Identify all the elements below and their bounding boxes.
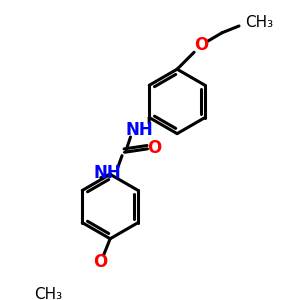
Text: O: O	[147, 139, 161, 157]
Text: CH₃: CH₃	[34, 287, 63, 300]
Text: O: O	[194, 37, 208, 55]
Text: O: O	[93, 254, 107, 272]
Text: NH: NH	[125, 121, 153, 139]
Text: NH: NH	[94, 164, 122, 181]
Text: CH₃: CH₃	[245, 15, 273, 30]
